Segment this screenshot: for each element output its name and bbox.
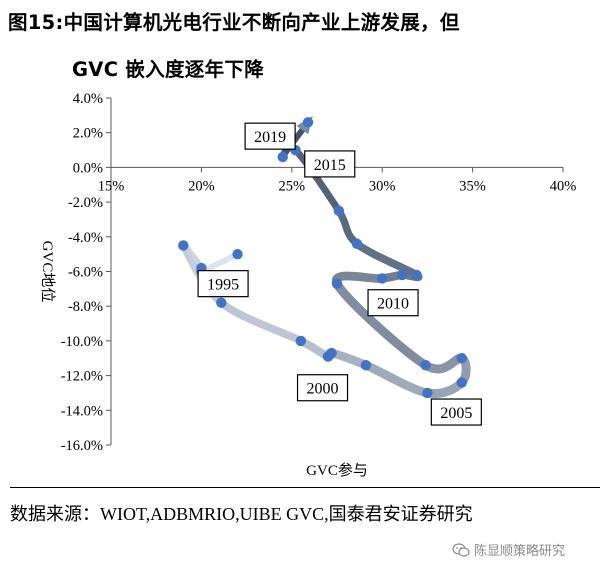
wechat-icon [452, 542, 470, 557]
trajectory-segment [422, 378, 467, 399]
trajectory-segment [361, 360, 432, 398]
y-tick-label: -8.0% [68, 299, 103, 315]
year-label-box [430, 398, 482, 426]
year-label: 2015 [314, 157, 346, 174]
year-label: 2005 [440, 405, 472, 422]
data-point [295, 335, 307, 347]
year-label-box [367, 289, 419, 317]
year-label-box [197, 270, 249, 298]
x-tick-label: 35% [459, 178, 486, 194]
trajectory-segment [421, 353, 467, 374]
data-point [377, 273, 388, 284]
data-source: 数据来源：WIOT,ADBMRIO,UIBE GVC,国泰君安证券研究 [10, 504, 473, 524]
x-tick-label: 40% [550, 178, 577, 194]
data-point [331, 278, 343, 289]
watermark: 陈显顺策略研究 [452, 540, 565, 559]
y-tick-label: 2.0% [73, 126, 103, 142]
trajectory-segment [217, 298, 305, 345]
y-tick-label: -16.0% [61, 438, 103, 454]
data-point [277, 151, 288, 163]
trajectory-segment [335, 207, 361, 248]
data-point [351, 238, 363, 249]
data-point [333, 205, 345, 216]
y-tick-label: 4.0% [73, 91, 103, 107]
y-tick-label: 0.0% [73, 160, 103, 176]
gvc-trajectory-chart: 4.0% 2.0% 0.0% -2.0% -4.0% -6.0% -8.0% -10.0% -1… [39, 91, 577, 479]
data-point [178, 240, 189, 251]
trajectory-segment [327, 348, 371, 370]
trajectory-segment [332, 279, 431, 370]
data-point [326, 347, 337, 359]
year-label: 2000 [307, 381, 339, 398]
year-label: 2019 [254, 129, 286, 146]
source-divider [10, 487, 600, 488]
chart-title-line1: 图15:中国计算机光电行业不断向产业上游发展，但 [8, 11, 460, 34]
data-point [456, 377, 467, 388]
year-label: 2010 [377, 296, 409, 313]
trajectory-segment [353, 239, 421, 279]
data-point [232, 248, 243, 260]
data-point [396, 269, 408, 281]
y-axis-label: GVC地位 [39, 241, 56, 303]
data-point [422, 387, 433, 399]
y-tick-label: -14.0% [61, 403, 103, 419]
y-tick-label: -2.0% [68, 195, 103, 211]
chart-title-line2: GVC 嵌入度逐年下降 [72, 58, 264, 81]
x-tick-label: 15% [98, 178, 125, 194]
y-tick-label: -10.0% [61, 334, 103, 350]
data-point [360, 359, 372, 371]
watermark-text: 陈显顺策略研究 [474, 544, 566, 559]
y-tick-label: -4.0% [68, 230, 103, 246]
x-tick-label: 25% [279, 178, 306, 194]
data-point [420, 359, 431, 371]
data-point [216, 297, 227, 308]
year-label-box [304, 150, 356, 178]
x-tick-label: 30% [369, 178, 396, 194]
year-label-box [244, 122, 296, 150]
y-tick-label: -6.0% [68, 265, 103, 281]
trajectory-segment [331, 271, 387, 288]
data-point [456, 353, 467, 364]
year-label-box [296, 374, 349, 402]
data-point [411, 269, 422, 281]
x-axis-label: GVC参与 [306, 462, 368, 479]
data-point [302, 117, 314, 128]
year-label: 1995 [207, 277, 239, 294]
trajectory-segment [198, 251, 241, 275]
y-tick-label: -12.0% [61, 369, 103, 385]
x-tick-label: 20% [188, 178, 215, 194]
